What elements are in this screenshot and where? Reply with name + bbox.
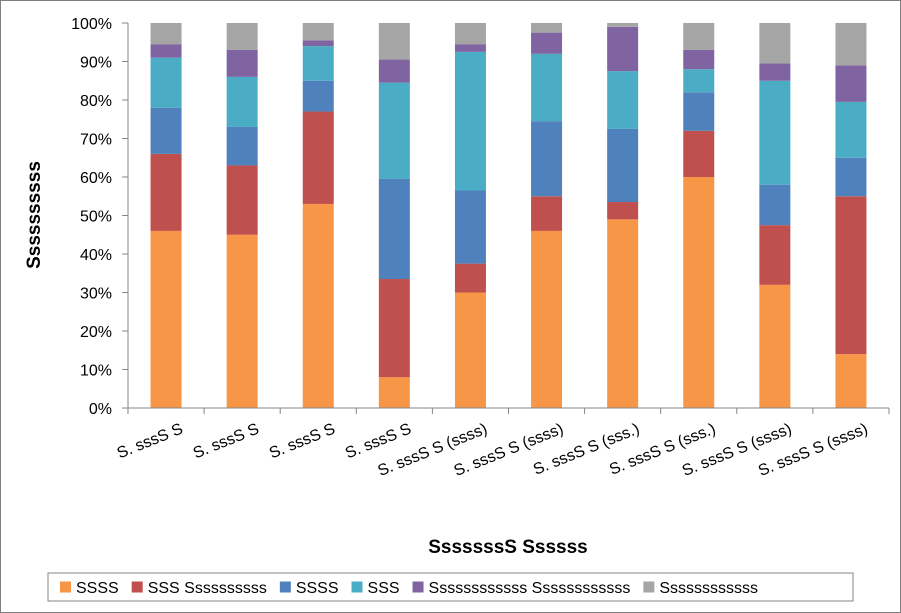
bar-segment bbox=[378, 279, 410, 378]
legend-label: Ssssssssssss Ssssssssssss bbox=[429, 580, 631, 597]
bar-segment bbox=[683, 130, 715, 177]
bar-segment bbox=[683, 177, 715, 408]
bar-segment bbox=[150, 107, 182, 154]
bar-segment bbox=[835, 65, 867, 102]
y-tick-label: 100% bbox=[71, 16, 112, 33]
bar-segment bbox=[378, 178, 410, 280]
legend-swatch bbox=[60, 581, 71, 593]
bar-segment bbox=[835, 196, 867, 355]
bar-segment bbox=[607, 128, 639, 203]
bar-segment bbox=[835, 157, 867, 197]
bar-segment bbox=[378, 82, 410, 179]
bar-segment bbox=[454, 51, 486, 191]
bar-segment bbox=[150, 57, 182, 108]
bar-segment bbox=[683, 69, 715, 93]
bar-segment bbox=[759, 23, 791, 64]
y-tick-label: 90% bbox=[80, 55, 112, 72]
bar-segment bbox=[226, 165, 258, 235]
legend-swatch bbox=[643, 581, 655, 593]
bar-segment bbox=[835, 354, 867, 408]
y-axis-title: Ssssssssss bbox=[24, 161, 45, 269]
bar-segment bbox=[150, 23, 182, 45]
legend-label: SSSS bbox=[296, 580, 339, 597]
bar-segment bbox=[302, 203, 334, 408]
bar-segment bbox=[454, 23, 486, 45]
bar-segment bbox=[531, 196, 563, 231]
bar-segment bbox=[531, 53, 563, 122]
bar-segment bbox=[378, 377, 410, 408]
y-tick-label: 40% bbox=[80, 247, 112, 264]
bar-segment bbox=[302, 111, 334, 204]
y-axis-ticks bbox=[122, 22, 128, 409]
y-tick-label: 70% bbox=[80, 132, 112, 149]
bar-segment bbox=[683, 49, 715, 70]
bar-segment bbox=[531, 230, 563, 408]
bar-segment bbox=[150, 153, 182, 231]
bar-segment bbox=[302, 40, 334, 47]
legend-label: SSS bbox=[368, 580, 400, 597]
bar-segment bbox=[683, 92, 715, 131]
x-axis-title: SssssssS Ssssss bbox=[428, 537, 588, 558]
bar-segment bbox=[302, 46, 334, 81]
bar-segment bbox=[759, 80, 791, 185]
bar-segment bbox=[150, 44, 182, 58]
y-tick-label: 50% bbox=[80, 209, 112, 226]
bar-segment bbox=[759, 63, 791, 81]
x-tick-label: S. sssS S bbox=[267, 421, 338, 463]
bar-segment bbox=[378, 59, 410, 83]
bars bbox=[150, 23, 867, 408]
bar-segment bbox=[607, 71, 639, 129]
bar-segment bbox=[302, 23, 334, 41]
y-tick-label: 20% bbox=[80, 324, 112, 341]
bar-segment bbox=[835, 23, 867, 66]
bar-segment bbox=[759, 284, 791, 408]
bar-segment bbox=[759, 184, 791, 226]
bar-segment bbox=[531, 121, 563, 197]
x-tick-label: S. sssS S bbox=[115, 421, 186, 463]
legend-label: SSS Ssssssssss bbox=[148, 580, 267, 597]
bar-segment bbox=[607, 23, 639, 27]
bar-segment bbox=[454, 263, 486, 293]
x-tick-label: S. sssS S bbox=[191, 421, 262, 463]
bar-segment bbox=[607, 219, 639, 408]
bar-segment bbox=[226, 76, 258, 127]
legend-label: Ssssssssssss bbox=[659, 580, 758, 597]
bar-segment bbox=[150, 230, 182, 408]
bar-segment bbox=[835, 101, 867, 158]
bar-segment bbox=[226, 23, 258, 50]
bar-segment bbox=[531, 32, 563, 54]
y-axis-tick-labels: 0% 10% 20% 30% 40% 50% 60% 70% 80% 90% 100% bbox=[71, 16, 112, 418]
bar-segment bbox=[683, 23, 715, 50]
y-tick-label: 80% bbox=[80, 93, 112, 110]
legend-label: SSSS bbox=[76, 580, 119, 597]
y-tick-label: 10% bbox=[80, 363, 112, 380]
bar-segment bbox=[607, 26, 639, 72]
bar-segment bbox=[454, 190, 486, 264]
bar-segment bbox=[226, 234, 258, 408]
legend: SSSS SSS Ssssssssss SSSS SSS Ssssssssssss Ss… bbox=[47, 572, 854, 602]
bar-segment bbox=[226, 126, 258, 166]
x-axis-ticks bbox=[127, 408, 890, 414]
y-tick-label: 0% bbox=[89, 401, 112, 418]
bar-segment bbox=[302, 80, 334, 112]
legend-box bbox=[47, 572, 854, 602]
y-tick-label: 60% bbox=[80, 170, 112, 187]
x-axis-tick-labels: S. sssS S S. sssS S S. sssS S S. sssS SS. s… bbox=[115, 421, 871, 480]
legend-swatch bbox=[412, 581, 424, 593]
bar-segment bbox=[607, 202, 639, 220]
bar-segment bbox=[378, 23, 410, 60]
legend-swatch bbox=[351, 581, 363, 593]
y-tick-label: 30% bbox=[80, 286, 112, 303]
bar-segment bbox=[454, 292, 486, 408]
legend-swatch bbox=[279, 581, 291, 593]
bar-segment bbox=[759, 225, 791, 285]
bar-segment bbox=[531, 23, 563, 33]
legend-swatch bbox=[131, 581, 143, 593]
bar-segment bbox=[454, 44, 486, 52]
bar-segment bbox=[226, 49, 258, 77]
